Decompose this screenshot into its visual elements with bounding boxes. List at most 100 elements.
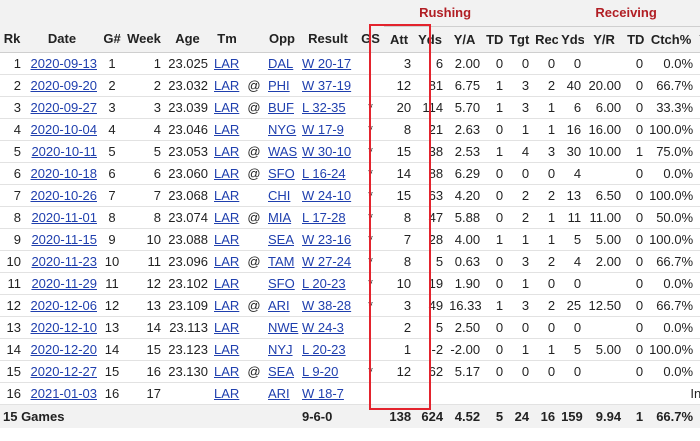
column-header[interactable]: TD [624,26,647,53]
column-header[interactable]: Rec [532,26,559,53]
opponent-link[interactable]: BUF [268,99,294,115]
team-link[interactable]: LAR [214,275,240,291]
team-link[interactable]: LAR [214,165,240,181]
date-link[interactable]: 2020-11-15 [31,231,97,247]
team-link[interactable]: LAR [214,121,240,137]
date-link[interactable]: 2020-10-04 [30,121,98,137]
result-link[interactable]: W 17-9 [302,121,344,137]
opponent-link[interactable]: NYG [268,121,297,137]
result-link[interactable]: W 27-24 [302,253,352,269]
column-header[interactable]: Y [696,26,700,53]
opponent-link[interactable]: ARI [268,297,290,313]
team-link[interactable]: LAR [214,187,240,203]
opponent-link[interactable]: SEA [268,231,295,247]
result-link[interactable]: W 24-3 [302,319,344,335]
column-header[interactable]: Opp [265,26,299,53]
date-link[interactable]: 2020-12-20 [30,341,98,357]
week-cell: 1 [124,52,164,75]
team-link[interactable]: LAR [214,297,240,313]
rec-yr-cell: 6.00 [584,96,625,119]
result-link[interactable]: W 24-10 [302,187,352,203]
date-link[interactable]: 2020-10-26 [30,187,98,203]
rec-tgt-cell: 3 [506,250,533,273]
opponent-link[interactable]: ARI [268,385,290,401]
date-link[interactable]: 2020-09-13 [30,55,98,71]
team-link[interactable]: LAR [214,341,240,357]
date-link[interactable]: 2020-12-06 [30,297,98,313]
column-header[interactable]: Age [164,26,211,53]
team-link[interactable]: LAR [214,385,240,401]
opponent-link[interactable]: TAM [268,253,295,269]
rank-cell: 11 [0,272,24,295]
rank-cell: 8 [0,206,24,229]
catch-pct-cell: 100.0% [646,228,697,251]
opponent-link[interactable]: NYJ [268,341,293,357]
games-total: 15 Games [0,403,164,428]
result-link[interactable]: L 20-23 [302,275,346,291]
date-link[interactable]: 2020-11-01 [31,209,97,225]
column-header[interactable] [243,26,265,53]
team-link[interactable]: LAR [214,363,240,379]
rec-yds-cell: 4 [558,250,585,273]
date-link[interactable]: 2020-10-18 [30,165,98,181]
result-link-container: L 9-20 [299,360,357,383]
result-link[interactable]: W 37-19 [302,77,352,93]
opponent-link[interactable]: SEA [268,363,295,379]
opponent-link[interactable]: DAL [268,55,294,71]
rec-cell: 1 [532,228,559,251]
opponent-link[interactable]: SFO [268,165,295,181]
team-link[interactable]: LAR [214,253,240,269]
column-header[interactable]: Rk [0,26,24,53]
result-link[interactable]: W 38-28 [302,297,352,313]
rush-td-cell: 1 [483,294,507,317]
column-header[interactable]: G# [100,26,124,53]
column-header[interactable]: Date [24,26,100,53]
date-link[interactable]: 2020-11-23 [31,253,97,269]
column-header[interactable]: Tm [211,26,243,53]
team-link[interactable]: LAR [214,319,240,335]
column-header[interactable]: TD [483,26,507,53]
column-header[interactable]: Result [299,26,357,53]
opponent-link[interactable]: CHI [268,187,291,203]
result-link[interactable]: W 18-7 [302,385,344,401]
opponent-link[interactable]: SFO [268,275,295,291]
date-link[interactable]: 2020-09-27 [30,99,98,115]
date-link-container: 2020-11-15 [24,228,100,251]
opponent-link[interactable]: NWE [268,319,299,335]
result-link[interactable]: L 20-23 [302,341,346,357]
opponent-link[interactable]: WAS [268,143,298,159]
team-link[interactable]: LAR [214,209,240,225]
opponent-link[interactable]: MIA [268,209,292,225]
date-link[interactable]: 2021-01-03 [30,385,98,401]
column-header[interactable]: Yds [558,26,585,53]
date-link[interactable]: 2020-10-11 [31,143,97,159]
opponent-link-container: SFO [265,272,299,295]
result-link[interactable]: L 16-24 [302,165,346,181]
column-header[interactable]: Yds [414,26,447,53]
catch-pct-cell: 100.0% [646,338,697,361]
result-link[interactable]: W 30-10 [302,143,352,159]
result-link[interactable]: L 9-20 [302,363,339,379]
team-link[interactable]: LAR [214,231,240,247]
team-link[interactable]: LAR [214,77,240,93]
result-link[interactable]: W 20-17 [302,55,352,71]
date-link[interactable]: 2020-11-29 [31,275,97,291]
record-total: 9-6-0 [299,403,357,428]
result-link[interactable]: L 32-35 [302,99,346,115]
opponent-link[interactable]: PHI [268,77,290,93]
result-link[interactable]: W 23-16 [302,231,352,247]
column-header[interactable]: Y/A [446,26,484,53]
column-header[interactable]: Ctch% [646,26,697,53]
column-header[interactable]: Tgt [506,26,533,53]
column-header[interactable]: Week [124,26,164,53]
column-header[interactable]: Att [384,26,415,53]
column-header[interactable]: Y/R [584,26,625,53]
team-link[interactable]: LAR [214,55,240,71]
date-link[interactable]: 2020-12-10 [30,319,98,335]
team-link[interactable]: LAR [214,143,240,159]
column-header[interactable]: GS [357,26,385,53]
date-link[interactable]: 2020-09-20 [30,77,98,93]
team-link[interactable]: LAR [214,99,240,115]
date-link[interactable]: 2020-12-27 [30,363,98,379]
result-link[interactable]: L 17-28 [302,209,346,225]
